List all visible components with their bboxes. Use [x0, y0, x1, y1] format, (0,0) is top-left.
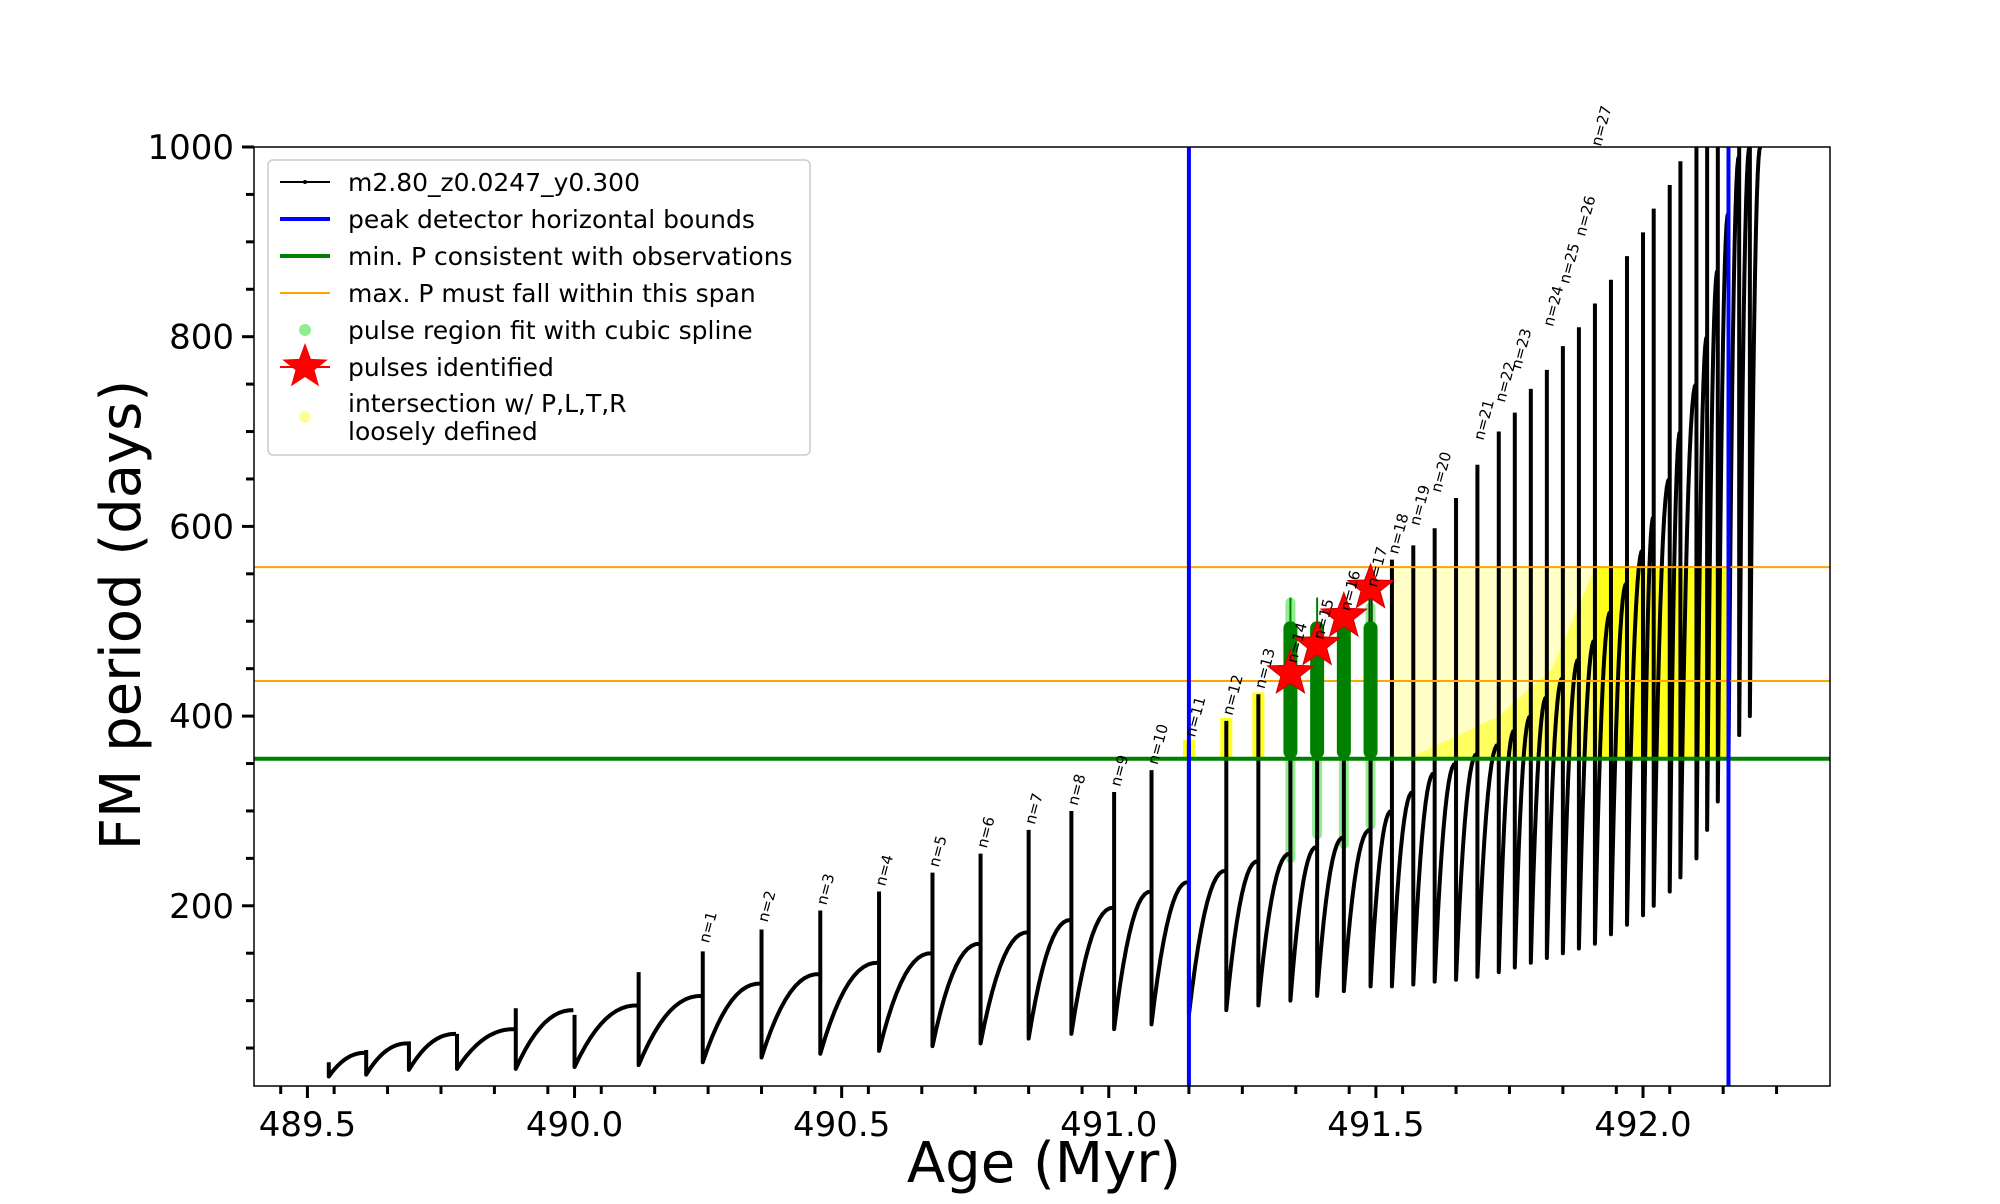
x-tick-label: 489.5	[259, 1105, 356, 1145]
legend-label: intersection w/ P,L,T,R	[348, 389, 627, 418]
legend-label: m2.80_z0.0247_y0.300	[348, 168, 640, 197]
x-tick-label: 490.5	[793, 1105, 890, 1145]
legend-marker-dot	[299, 324, 311, 336]
legend-label: loosely defined	[348, 417, 538, 446]
pulse-star	[1346, 562, 1395, 609]
plot-frame	[253, 146, 1831, 1087]
legend-marker-dot	[299, 411, 311, 423]
x-tick-label: 490.0	[526, 1105, 623, 1145]
pulse-bar	[1283, 621, 1298, 759]
pulse-star	[1319, 591, 1369, 638]
legend-box	[267, 159, 811, 456]
y-tick-label: 800	[169, 318, 234, 358]
pulse-star	[1266, 647, 1315, 694]
y-axis-label: FM period (days)	[89, 380, 154, 850]
x-axis-label: Age (Myr)	[907, 1131, 1181, 1196]
series-line	[326, 147, 1763, 1079]
legend-label: peak detector horizontal bounds	[348, 205, 755, 234]
legend-label: pulses identified	[348, 353, 554, 382]
legend-label: pulse region fit with cubic spline	[348, 316, 753, 345]
legend-marker-star	[282, 343, 328, 387]
y-tick-label: 200	[169, 887, 234, 927]
legend-label: max. P must fall within this span	[348, 279, 756, 308]
pulse-bar	[1363, 621, 1378, 759]
x-tick-label: 491.0	[1060, 1105, 1157, 1145]
pulse-star	[1292, 619, 1342, 666]
y-tick-label: 600	[169, 507, 234, 547]
pulse-label: n=27	[1587, 104, 1615, 148]
legend-marker-dot	[303, 180, 307, 184]
x-tick-label: 492.0	[1594, 1105, 1691, 1145]
y-tick-label: 1000	[147, 128, 234, 168]
pulse-bar	[1336, 621, 1351, 759]
legend-label: min. P consistent with observations	[348, 242, 793, 271]
y-tick-label: 400	[169, 697, 234, 737]
x-tick-label: 491.5	[1327, 1105, 1424, 1145]
